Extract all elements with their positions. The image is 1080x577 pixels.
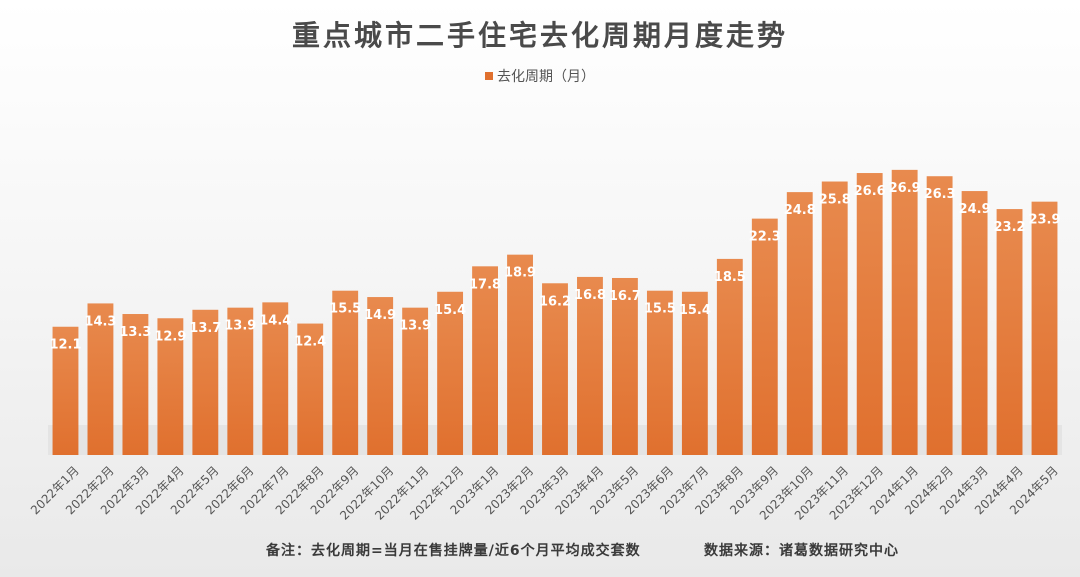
bar [472,266,498,455]
bar [577,276,603,455]
bar [856,173,883,456]
footnote-source: 数据来源：诸葛数据研究中心 [704,543,899,559]
data-label: 14.3 [84,314,116,329]
data-label: 15.5 [644,302,676,317]
data-label: 18.5 [714,270,746,285]
data-label: 12.1 [49,338,81,353]
data-label: 13.9 [224,319,256,334]
data-label: 17.8 [469,277,501,292]
data-label: 13.7 [189,321,221,336]
data-label: 26.3 [924,187,956,202]
bar [542,283,568,455]
data-label: 16.2 [539,294,571,309]
data-label: 26.6 [854,184,886,199]
data-label: 12.4 [294,335,326,350]
data-label: 14.4 [259,313,291,328]
bar [821,181,848,455]
data-label: 15.4 [679,303,711,318]
data-label: 13.9 [399,319,431,334]
bar [507,254,533,455]
data-label: 23.2 [994,220,1026,235]
footnote-note: 备注：去化周期=当月在售挂牌量/近6个月平均成交套数 [266,543,641,559]
bar [751,218,778,455]
data-label: 26.9 [889,181,921,196]
bar [891,169,918,456]
data-label: 23.9 [1028,213,1060,228]
bar [611,277,638,455]
data-label: 15.5 [329,302,361,317]
bar [402,307,429,455]
bar [437,291,464,455]
legend-swatch [485,72,493,80]
bar [122,314,149,455]
chart-title: 重点城市二手住宅去化周期月度走势 [291,19,788,52]
bar [646,290,673,455]
bar [786,192,813,455]
bar [227,307,254,455]
bar [332,290,359,455]
bar [192,309,219,455]
data-label: 16.8 [574,288,606,303]
data-label: 13.3 [119,325,151,340]
data-label: 24.9 [959,202,991,217]
data-label: 16.7 [609,289,641,304]
data-label: 18.9 [504,266,536,281]
bar [996,209,1023,455]
bar [681,291,708,455]
bar [87,303,114,455]
data-label: 25.8 [819,193,851,208]
data-label: 22.3 [749,230,781,245]
data-label: 15.4 [434,303,466,318]
data-label: 24.8 [784,203,816,218]
bar [926,176,953,455]
bar [297,323,324,455]
bar [961,191,988,455]
data-label: 14.9 [364,308,396,323]
bar [157,318,184,455]
bar [367,297,394,455]
bar [716,258,743,455]
bar [1031,201,1058,455]
legend-label: 去化周期（月） [497,69,595,85]
legend: 去化周期（月） [0,66,1080,86]
bar [52,326,79,455]
data-label: 12.9 [154,329,186,344]
bar [262,302,289,455]
